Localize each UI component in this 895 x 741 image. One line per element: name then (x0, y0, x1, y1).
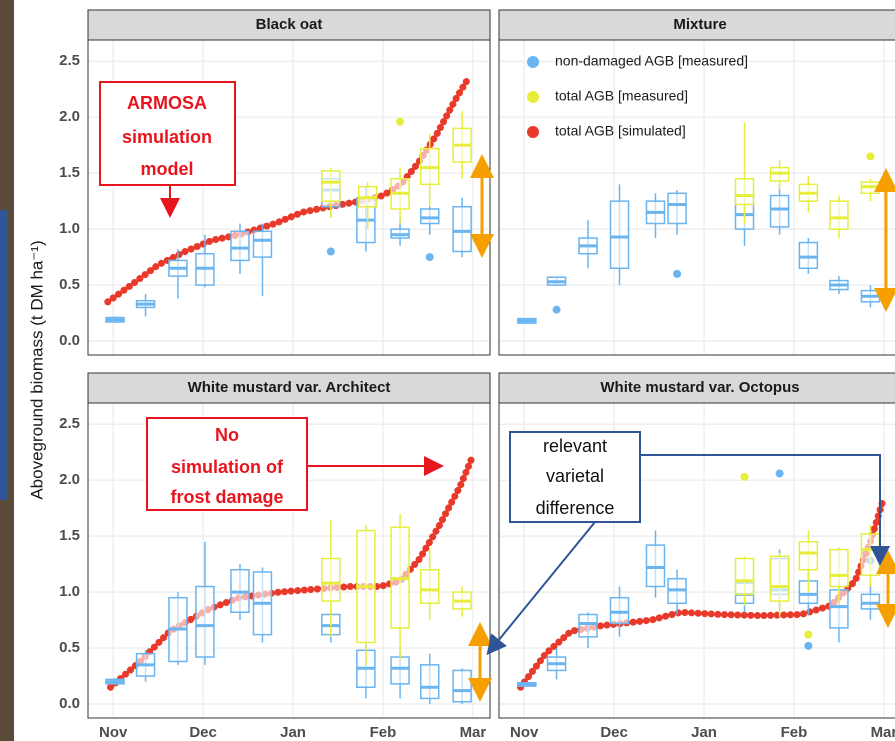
y-tick-label: 1.0 (59, 220, 80, 237)
x-tick-label: Feb (781, 724, 808, 741)
strip-title: White mustard var. Octopus (600, 379, 799, 396)
x-tick-label: Mar (871, 724, 895, 741)
legend-swatch (527, 91, 539, 103)
boxplot (231, 564, 249, 620)
box (253, 231, 271, 257)
outlier (776, 469, 784, 477)
boxplot (453, 668, 471, 704)
outlier (553, 306, 561, 314)
x-tick-label: Dec (600, 724, 628, 741)
box (453, 670, 471, 701)
boxplot (453, 198, 471, 257)
y-tick-label: 0.5 (59, 276, 80, 293)
box (611, 201, 629, 268)
outlier (804, 631, 812, 639)
box (861, 534, 879, 575)
box (196, 587, 214, 657)
annotation: model (140, 159, 193, 179)
annotation: frost damage (170, 487, 283, 507)
box (668, 193, 686, 223)
outlier (866, 152, 874, 160)
outlier (396, 118, 404, 126)
y-axis-label: Aboveground biomass (t DM ha⁻¹) (27, 240, 46, 499)
x-tick-label: Jan (691, 724, 717, 741)
panel: White mustard var. Octopus Nov Dec Jan Feb Ma… (499, 373, 895, 741)
y-tick-label: 2.0 (59, 108, 80, 125)
box (322, 559, 340, 602)
box (421, 570, 439, 604)
box (736, 179, 754, 205)
box (830, 201, 848, 229)
annotation: difference (536, 498, 615, 518)
outlier (327, 247, 335, 255)
annotation: relevant (543, 436, 607, 456)
chart: Aboveground biomass (t DM ha⁻¹) Black oa… (0, 0, 895, 741)
x-tick-label: Nov (510, 724, 539, 741)
x-tick-label: Feb (370, 724, 397, 741)
boxplot (253, 567, 271, 642)
y-tick-label: 0.0 (59, 332, 80, 349)
y-tick-label: 1.5 (59, 527, 80, 544)
y-tick-label: 2.5 (59, 415, 80, 432)
boxplot (799, 238, 817, 274)
legend-swatch (527, 56, 539, 68)
outlier (741, 473, 749, 481)
y-tick-label: 2.5 (59, 52, 80, 69)
x-tick-label: Mar (460, 724, 487, 741)
box (322, 171, 340, 201)
outlier (426, 253, 434, 261)
annotation: simulation of (171, 457, 284, 477)
annotation: simulation (122, 127, 212, 147)
outlier (804, 642, 812, 650)
strip-title: Black oat (256, 16, 323, 33)
box (453, 207, 471, 252)
x-tick-label: Jan (280, 724, 306, 741)
box (771, 556, 789, 601)
y-tick-label: 0.0 (59, 695, 80, 712)
x-tick-label: Nov (99, 724, 128, 741)
strip-title: Mixture (673, 16, 726, 33)
box (799, 243, 817, 269)
boxplot (518, 319, 536, 323)
legend-label: total AGB [measured] (555, 88, 688, 104)
boxplot (518, 683, 536, 686)
strip-title: White mustard var. Architect (188, 379, 391, 396)
legend-label: total AGB [simulated] (555, 123, 686, 139)
boxplot (106, 316, 124, 323)
y-tick-label: 1.5 (59, 164, 80, 181)
y-tick-label: 0.5 (59, 639, 80, 656)
annotation: varietal (546, 466, 604, 486)
box (861, 594, 879, 609)
x-tick-label: Dec (189, 724, 217, 741)
box (579, 614, 597, 636)
annotation: ARMOSA (127, 93, 207, 113)
boxplot (169, 592, 187, 665)
y-tick-label: 2.0 (59, 471, 80, 488)
box (799, 542, 817, 570)
side-bar (0, 210, 8, 500)
legend-label: non-damaged AGB [measured] (555, 53, 748, 69)
annotation: No (215, 425, 239, 445)
box (736, 559, 754, 595)
y-tick-label: 1.0 (59, 583, 80, 600)
box (830, 550, 848, 587)
box (611, 598, 629, 624)
box (421, 209, 439, 224)
box (646, 545, 664, 586)
box (421, 665, 439, 699)
legend-swatch (527, 126, 539, 138)
box (231, 231, 249, 260)
box (391, 657, 409, 684)
boxplot (106, 678, 124, 685)
box (771, 196, 789, 227)
outlier (673, 270, 681, 278)
